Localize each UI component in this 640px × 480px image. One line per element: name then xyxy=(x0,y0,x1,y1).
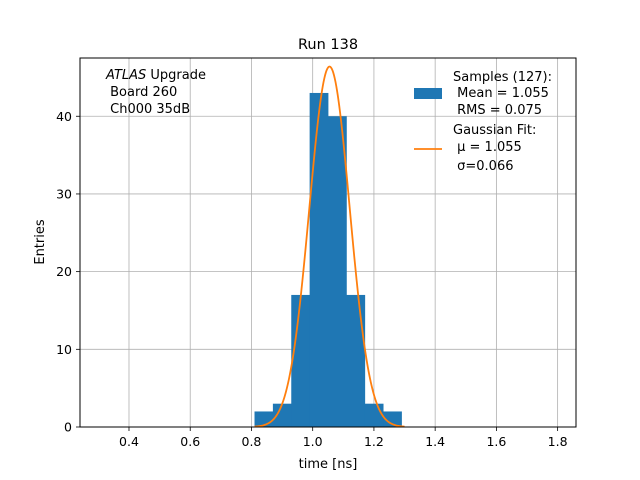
x-axis-ticks: 0.4 0.6 0.8 1.0 1.2 1.4 1.6 1.8 xyxy=(119,427,568,449)
x-tick-label-3: 1.0 xyxy=(303,434,323,449)
legend-fit-line-1: Gaussian Fit: xyxy=(453,123,536,138)
y-axis-label: Entries xyxy=(33,219,48,265)
annotation-atlas: ATLAS xyxy=(105,68,146,83)
x-tick-label-6: 1.6 xyxy=(486,434,506,449)
annotation-line-2: Board 260 xyxy=(106,85,177,100)
x-tick-label-7: 1.8 xyxy=(548,434,568,449)
y-axis-ticks: 0 10 20 30 40 xyxy=(56,109,80,435)
gaussian-fit-curve xyxy=(254,65,405,428)
histogram-bar-4 xyxy=(328,116,347,428)
atlas-annotation: ATLAS Upgrade Board 260 Ch000 35dB xyxy=(105,68,206,117)
annotation-line-1: ATLAS Upgrade xyxy=(105,68,206,83)
x-axis-label: time [ns] xyxy=(299,457,358,472)
histogram-bar-2 xyxy=(291,294,311,427)
legend-hist-line-2: Mean = 1.055 xyxy=(453,86,549,101)
y-tick-label-3: 30 xyxy=(56,186,72,201)
legend-hist-swatch xyxy=(414,88,442,99)
histogram-bar-5 xyxy=(346,294,366,427)
x-tick-label-2: 0.8 xyxy=(242,434,262,449)
plot-frame xyxy=(79,57,577,428)
histogram-bar-6 xyxy=(364,403,384,427)
y-tick-label-0: 0 xyxy=(64,420,72,435)
histogram-bar-7 xyxy=(383,411,402,427)
legend-fit-line-3: σ=0.066 xyxy=(453,159,513,174)
histogram-bar-1 xyxy=(272,403,292,427)
chart-title: Run 138 xyxy=(298,37,358,53)
legend-hist-line-3: RMS = 0.075 xyxy=(453,103,542,118)
x-tick-label-5: 1.4 xyxy=(425,434,445,449)
x-tick-label-1: 0.6 xyxy=(180,434,200,449)
legend-fit-line-2: μ = 1.055 xyxy=(453,140,522,155)
y-tick-label-1: 10 xyxy=(56,342,72,357)
x-tick-label-0: 0.4 xyxy=(119,434,139,449)
annotation-line-3: Ch000 35dB xyxy=(106,102,190,117)
y-tick-label-4: 40 xyxy=(56,109,72,124)
y-tick-label-2: 20 xyxy=(56,264,72,279)
histogram-bars xyxy=(254,92,402,428)
legend: Samples (127): Mean = 1.055 RMS = 0.075 … xyxy=(414,70,552,174)
legend-hist-line-1: Samples (127): xyxy=(453,70,552,85)
x-tick-label-4: 1.2 xyxy=(364,434,384,449)
annotation-upgrade: Upgrade xyxy=(146,68,206,83)
histogram-bar-3 xyxy=(309,92,329,428)
